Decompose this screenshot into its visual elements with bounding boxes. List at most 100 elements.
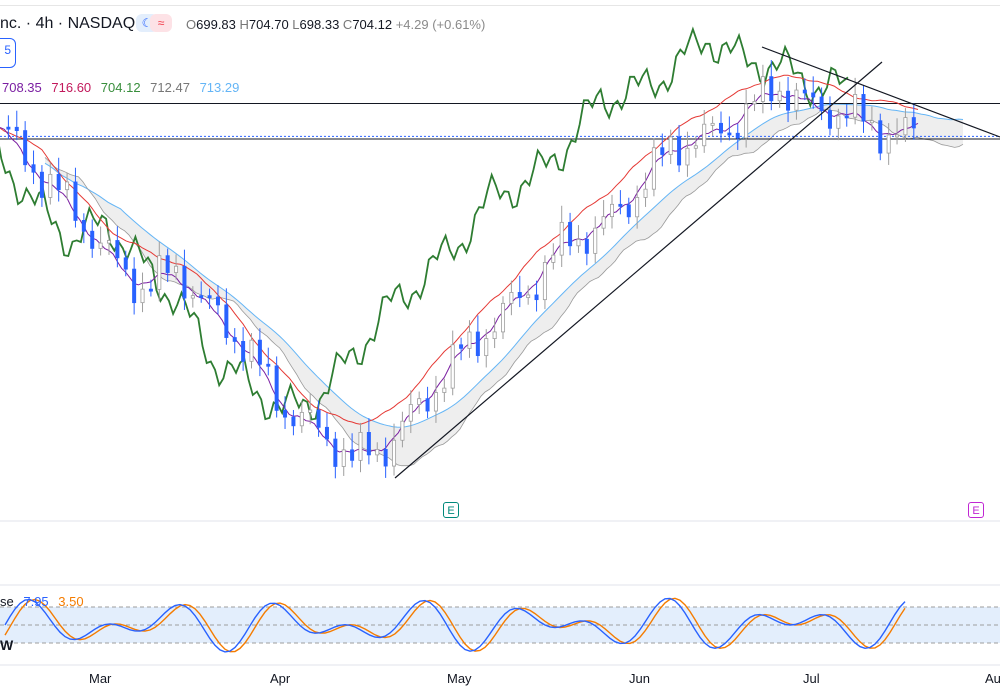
earnings-event-icon[interactable]: E [443, 502, 459, 518]
x-axis-label: Jun [629, 671, 650, 686]
candle-body [551, 254, 556, 263]
top-divider [0, 5, 1000, 6]
indicator-count-badge[interactable]: 5 [0, 38, 16, 68]
candle-body [559, 221, 564, 256]
candle-body [651, 147, 656, 190]
candle-body [760, 76, 765, 102]
candle-body [718, 122, 723, 134]
candle-body [752, 101, 757, 105]
candle-body [744, 103, 749, 139]
candle-body [257, 339, 262, 365]
candle-body [794, 89, 799, 111]
ichimoku-value: 712.47 [150, 80, 190, 95]
candle-body [123, 257, 128, 270]
candle-body [584, 238, 589, 254]
candle-body [475, 331, 480, 357]
candle-body [484, 338, 489, 357]
candle-body [576, 238, 581, 247]
candle-body [509, 292, 514, 304]
candle-body [769, 76, 774, 102]
candle-body [568, 221, 573, 247]
candle-body [249, 339, 254, 362]
candle-body [534, 294, 539, 301]
ichimoku-value: 704.12 [100, 80, 141, 95]
candle-body [299, 411, 304, 427]
stoch-d-value: 3.50 [58, 594, 84, 609]
candle-body [182, 265, 187, 299]
x-axis-label: Apr [270, 671, 291, 686]
x-axis-label: Mar [89, 671, 112, 686]
candle-body [291, 416, 296, 427]
candle-body [358, 432, 363, 461]
stoch-k-line [4, 597, 906, 653]
candle-body [526, 294, 531, 299]
candle-body [366, 432, 371, 456]
candle-body [710, 122, 715, 126]
lead-b-line [44, 103, 964, 428]
adjust-icon[interactable]: ≈ [150, 14, 172, 32]
candle-body [819, 96, 824, 111]
symbol-title[interactable]: nc. · 4h · NASDAQ [0, 15, 136, 32]
candle-body [199, 295, 204, 299]
candle-body [132, 268, 137, 304]
conversion-line [0, 92, 919, 453]
candle-body [467, 331, 472, 349]
candle-body [903, 117, 908, 136]
candle-body [98, 242, 103, 249]
candle-body [383, 448, 388, 467]
candle-body [735, 132, 740, 139]
trend-line-down [761, 46, 1000, 138]
ohlc-readout: O699.83 H704.70 L698.33 C704.12 +4.29 (+… [186, 17, 486, 32]
candle-body [450, 344, 455, 389]
candle-body [501, 302, 506, 333]
candle-body [517, 292, 522, 299]
candle-body [6, 126, 11, 130]
candle-body [408, 404, 413, 422]
candle-body [241, 341, 246, 362]
candle-body [693, 145, 698, 149]
candle-body [618, 203, 623, 207]
base-line [0, 74, 919, 425]
candle-body [442, 387, 447, 393]
candle-body [90, 230, 95, 249]
candle-body [492, 331, 497, 339]
candle-body [14, 126, 19, 131]
x-axis-label: Aug [985, 671, 1000, 686]
candle-body [333, 438, 338, 467]
candle-body [283, 409, 288, 418]
earnings-event-icon[interactable]: E [968, 502, 984, 518]
candle-body [668, 136, 673, 155]
candle-body [31, 164, 36, 173]
candle-body [81, 220, 86, 232]
candle-body [375, 448, 380, 456]
chart-header: nc. · 4h · NASDAQ ☾ ≈ O699.83 H704.70 L6… [0, 0, 1000, 44]
candle-body [174, 265, 179, 273]
candle-body [39, 171, 44, 198]
candle-body [844, 115, 849, 119]
ichimoku-value: 708.35 [2, 80, 42, 95]
candle-body [106, 240, 111, 244]
candle-body [626, 204, 631, 218]
candle-body [836, 115, 841, 129]
candle-body [350, 449, 355, 461]
candle-body [148, 288, 153, 292]
candle-body [895, 134, 900, 138]
candle-body [542, 262, 547, 301]
w-label: W [0, 637, 14, 653]
candle-body [869, 120, 874, 124]
ichimoku-value: 716.60 [51, 80, 92, 95]
x-axis-label: May [447, 671, 472, 686]
candle-body [157, 255, 162, 290]
candle-body [324, 426, 329, 440]
candle-body [601, 216, 606, 229]
candle-body [316, 409, 321, 428]
candle-body [341, 449, 346, 467]
candle-body [777, 90, 782, 102]
stochastic-legend: se 7.95 3.50 [0, 594, 84, 609]
candle-body [73, 181, 78, 221]
candle-body [140, 288, 145, 304]
candle-body [308, 409, 313, 413]
candle-body [802, 89, 807, 94]
candle-body [886, 134, 891, 154]
